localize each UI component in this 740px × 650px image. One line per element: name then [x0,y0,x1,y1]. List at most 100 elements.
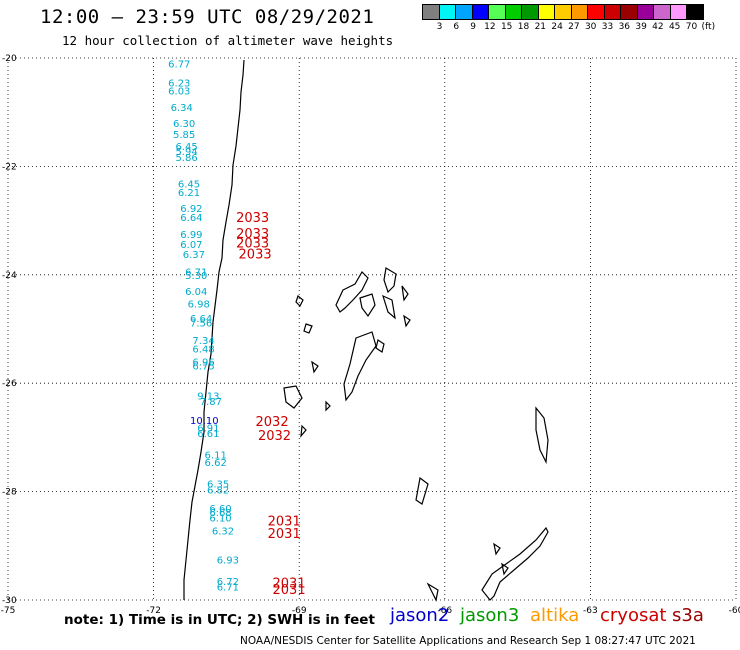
credit-line: NOAA/NESDIS Center for Satellite Applica… [240,635,696,647]
time-label: 2031 [273,577,306,592]
island-shape [303,323,313,334]
x-tick-label: -66 [437,606,452,616]
island-shape [501,562,509,576]
y-tick-label: -28 [2,488,17,498]
colorbar-label: 27 [568,22,580,32]
map-title: 12:00 – 23:59 UTC 08/29/2021 [40,6,375,28]
island-shape [300,424,307,438]
swh-value-label: 9.13 [197,392,219,403]
swh-value-label: 6.23 [168,78,190,89]
swh-value-label: 6.11 [205,451,227,462]
colorbar-label: 24 [551,22,563,32]
colorbar-label: 9 [470,22,476,32]
time-label: 2033 [239,248,272,263]
x-tick-label: -63 [583,606,598,616]
swh-value-label: 6.10 [209,514,231,525]
swh-labels: 6.776.236.036.346.305.856.455.945.866.45… [168,59,239,593]
altimeter-map: -75 -72 -69 -66 -63 -60 -20 -22 -24 -26 -28 -30 6.7… [1,54,740,616]
swh-value-label: 6.99 [180,230,202,241]
swh-value-label: 6.71 [185,268,207,279]
colorbar-swatch [686,4,704,20]
island-shape [415,476,429,505]
colorbar-label: 36 [618,22,631,32]
swh-value-label: 6.03 [168,87,190,98]
swh-value-label: 6.21 [178,188,200,199]
swh-value-label: 5.94 [175,147,197,158]
swh-value-label: 6.62 [205,458,227,469]
swh-value-label: 5.85 [173,130,195,141]
south-america-coastline [183,59,245,600]
island-shape [359,293,376,318]
swh-value-label: 6.45 [178,180,200,191]
time-label: 2032 [258,429,291,444]
swh-value-label: 6.34 [171,103,193,114]
x-tick-label: -69 [292,606,307,616]
colorbar-label: 6 [453,22,460,32]
x-tick-label: -60 [729,606,740,616]
island-shape [493,542,501,556]
time-label: 2033 [236,227,269,242]
island-shape [283,385,303,409]
swh-value-label: 6.92 [180,204,202,215]
swh-value-label: 6.64 [180,213,202,224]
colorbar-label: 3 [436,22,443,32]
y-tick-label: -20 [2,54,17,64]
swh-value-label: 6.91 [197,424,219,435]
colorbar-label: 30 [584,22,597,32]
island-shape [375,339,385,353]
time-label: 2032 [256,415,289,430]
island-shape [383,267,397,294]
swh-value-label: 6.68 [209,508,231,519]
swh-value-label: 7.87 [200,397,222,408]
legend-jason3: jason3 [460,605,520,626]
swh-value-label: 7.34 [192,336,214,347]
legend-altika: altika [530,605,580,626]
swh-value-label: 5.30 [185,271,207,282]
legend-cryosat: cryosat [600,605,667,626]
swh-value-label: 6.77 [168,59,190,70]
swh-value-label: 6.48 [192,345,214,356]
colorbar-label: (ft) [701,22,716,32]
island-shape [343,331,377,402]
colorbar-label: 45 [668,22,681,32]
swh-value-label: 6.07 [180,240,202,251]
colorbar-label: 12 [484,22,496,32]
swh-value-label: 6.98 [188,300,210,311]
swh-value-label: 6.72 [217,577,239,588]
island-shape [481,526,549,601]
time-label: 2031 [268,527,301,542]
swh-value-label: 6.60 [209,504,231,515]
footnote: note: 1) Time is in UTC; 2) SWH is in fe… [64,612,375,628]
y-tick-label: -26 [2,379,17,389]
map-subtitle: 12 hour collection of altimeter wave hei… [62,33,394,48]
swh-value-label: 6.04 [185,287,207,298]
swh-value-label: 6.71 [217,582,239,593]
swh-value-label: 5.86 [175,153,197,164]
colorbar-label: 18 [517,22,530,32]
swh-value-label: 6.30 [173,119,195,130]
swh-value-label: 6.82 [207,485,229,496]
legend-jason2: jason2 [390,605,450,626]
colorbar-label: 70 [685,22,698,32]
coastline [183,59,549,602]
swh-value-label: 6.32 [212,527,234,538]
swh-value-label: 6.93 [217,555,239,566]
axis-tick-labels: -75 -72 -69 -66 -63 -60 -20 -22 -24 -26 -28 -30 [1,54,740,616]
time-label: 2033 [236,211,269,226]
swh-value-label: 7.56 [190,318,212,329]
graticule [7,57,737,601]
island-shape [311,360,319,374]
legend-s3a: s3a [672,605,704,626]
colorbar-label: 39 [635,22,647,32]
colorbar-label: 21 [534,22,547,32]
time-label: 2031 [268,514,301,529]
swh-value-label: 6.64 [190,314,212,325]
swh-value-label: 6.96 [192,358,214,369]
colorbar-label: 33 [601,22,614,32]
island-shape [295,294,304,308]
island-shape [382,294,396,320]
swh-value-label: 6.45 [175,142,197,153]
x-tick-label: -75 [1,606,16,616]
island-shape [403,314,411,328]
